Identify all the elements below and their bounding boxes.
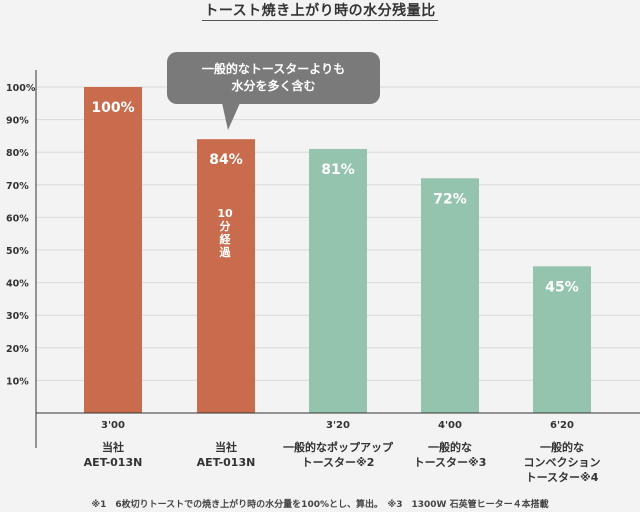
x-category-label-line: 当社	[215, 441, 237, 454]
bar-value-label: 84%	[209, 152, 243, 168]
x-category-label-line: 一般的な	[540, 441, 584, 454]
chart-title: トースト焼き上がり時の水分残量比	[0, 0, 640, 21]
x-category-label: 一般的なトースター※3	[380, 440, 520, 470]
x-category-label: 一般的なポップアップ トースター※2	[268, 440, 408, 470]
y-tick-label: 60%	[6, 213, 29, 224]
y-tick-label: 30%	[6, 311, 29, 322]
bar-value-label: 81%	[321, 162, 355, 178]
x-time-label: 3'20	[326, 420, 350, 431]
x-category-label-line: トースター※4	[525, 471, 599, 484]
x-category-label-line: AET-013N	[83, 456, 143, 469]
elapsed-char: 10	[217, 207, 233, 220]
x-category-label-line: 当社	[102, 441, 124, 454]
bar	[197, 139, 255, 413]
elapsed-char: 経	[219, 233, 231, 246]
callout-line-2: 水分を多く含む	[231, 79, 316, 93]
bar	[84, 87, 142, 413]
footnote: ※1 6枚切りトーストでの焼き上がり時の水分量を100%とし、算出。 ※3 13…	[91, 500, 549, 510]
chart-title-text: トースト焼き上がり時の水分残量比	[202, 3, 438, 21]
x-category-label: 当社 AET-013N	[43, 440, 183, 470]
x-category-label: 一般的なコンベクション トースター※4	[492, 440, 632, 485]
x-category-label-line: 一般的な	[428, 441, 472, 454]
y-tick-label: 40%	[6, 279, 29, 290]
x-category-label-line: AET-013N	[196, 456, 256, 469]
x-category-label: 当社 AET-013N	[156, 440, 296, 470]
x-category-label-line: トースター※2	[301, 456, 375, 469]
y-tick-label: 20%	[6, 344, 29, 355]
x-time-label: 6'20	[550, 420, 574, 431]
x-category-label-line: 一般的なポップアップ	[283, 441, 393, 454]
elapsed-char: 分	[219, 220, 231, 233]
y-tick-label: 50%	[6, 246, 29, 257]
y-tick-label: 70%	[6, 181, 29, 192]
elapsed-char: 過	[219, 246, 231, 259]
y-tick-label: 90%	[6, 116, 29, 127]
elapsed-annotation: 10 分 経 過	[215, 207, 235, 259]
callout-bubble: 一般的なトースターよりも 水分を多く含む	[167, 52, 380, 104]
bar-value-label: 45%	[545, 279, 579, 295]
x-time-label: 3'00	[101, 420, 125, 431]
bar-value-label: 72%	[433, 191, 467, 207]
bar	[533, 266, 591, 413]
callout-line-1: 一般的なトースターよりも	[201, 62, 346, 76]
x-category-label-line: コンベクション	[523, 456, 601, 469]
bar	[309, 148, 367, 413]
y-tick-label: 100%	[6, 83, 36, 94]
bar	[421, 178, 479, 413]
y-tick-label: 10%	[6, 376, 29, 387]
bar-value-label: 100%	[91, 100, 134, 116]
x-time-label: 4'00	[438, 420, 462, 431]
y-tick-label: 80%	[6, 148, 29, 159]
x-category-label-line: トースター※3	[413, 456, 487, 469]
